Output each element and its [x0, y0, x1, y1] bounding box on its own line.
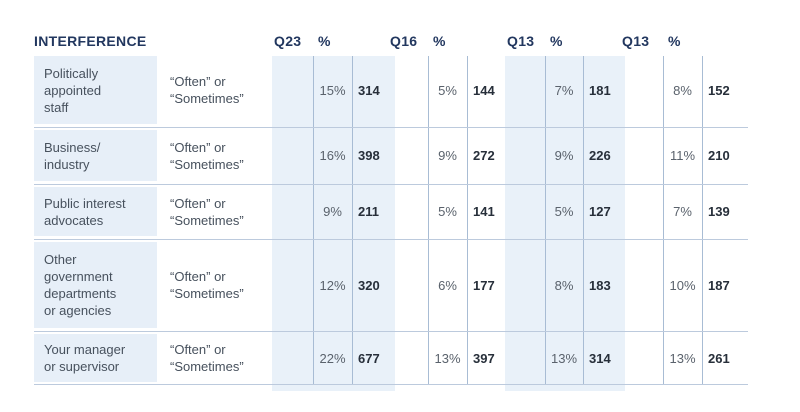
col-header-pct-2: % [433, 33, 446, 49]
pct-value: 13% [669, 350, 696, 366]
count-value: 397 [473, 350, 495, 366]
table-bottom-border [34, 384, 748, 385]
column-rule [583, 56, 584, 384]
shaded-band-q23 [272, 56, 395, 391]
column-rule [663, 56, 664, 384]
row-label: Politically appointed staff [34, 56, 157, 124]
pct-value: 15% [319, 82, 346, 98]
row-divider [34, 239, 748, 240]
pct-value: 16% [319, 148, 346, 163]
row-label: Your manager or supervisor [34, 334, 157, 382]
row-label: Business/ industry [34, 130, 157, 181]
table-row: Public interest advocates “Often” or “So… [34, 187, 748, 236]
count-value: 144 [473, 82, 495, 98]
pct-value: 9% [323, 204, 342, 219]
row-divider [34, 331, 748, 332]
count-value: 677 [358, 350, 380, 366]
col-header-pct-4: % [668, 33, 681, 49]
count-value: 211 [358, 204, 379, 219]
col-header-pct-1: % [318, 33, 331, 49]
pct-value: 12% [319, 277, 346, 293]
response-cell: “Often” or “Sometimes” [170, 342, 244, 374]
table-row: Politically appointed staff “Often” or “… [34, 56, 748, 124]
count-value: 183 [589, 277, 611, 293]
row-label: Other government departments or agencies [34, 242, 157, 328]
col-header-pct-3: % [550, 33, 563, 49]
column-rule [313, 56, 314, 384]
count-value: 177 [473, 277, 495, 293]
pct-value: 11% [669, 148, 696, 163]
pct-value: 5% [438, 204, 457, 219]
count-value: 314 [589, 350, 611, 366]
column-rule [702, 56, 703, 384]
row-divider [34, 127, 748, 128]
col-header-q23: Q23 [274, 33, 302, 49]
count-value: 181 [589, 82, 611, 98]
row-label: Public interest advocates [34, 187, 157, 236]
pct-value: 13% [550, 350, 578, 366]
shaded-band-q13-first [505, 56, 625, 391]
column-rule [467, 56, 468, 384]
pct-value: 8% [554, 277, 574, 293]
response-cell: “Often” or “Sometimes” [170, 269, 244, 301]
pct-value: 8% [673, 82, 692, 98]
pct-value: 13% [434, 350, 461, 366]
pct-value: 22% [319, 350, 346, 366]
count-value: 210 [708, 148, 730, 163]
col-header-q13-second: Q13 [622, 33, 650, 49]
count-value: 226 [589, 148, 611, 163]
column-rule [545, 56, 546, 384]
column-rule [428, 56, 429, 384]
table-row: Your manager or supervisor “Often” or “S… [34, 334, 748, 382]
pct-value: 10% [669, 277, 696, 293]
count-value: 261 [708, 350, 730, 366]
response-cell: “Often” or “Sometimes” [170, 74, 244, 106]
count-value: 187 [708, 277, 730, 293]
count-value: 141 [473, 204, 495, 219]
col-header-q16: Q16 [390, 33, 418, 49]
count-value: 152 [708, 82, 730, 98]
column-rule [352, 56, 353, 384]
table-row: Business/ industry “Often” or “Sometimes… [34, 130, 748, 181]
pct-value: 5% [554, 204, 574, 219]
table-row: Other government departments or agencies… [34, 242, 748, 328]
response-cell: “Often” or “Sometimes” [170, 195, 244, 228]
count-value: 127 [589, 204, 611, 219]
pct-value: 9% [438, 148, 457, 163]
row-divider [34, 184, 748, 185]
response-cell: “Often” or “Sometimes” [170, 139, 244, 172]
pct-value: 7% [554, 82, 574, 98]
count-value: 272 [473, 148, 495, 163]
count-value: 139 [708, 204, 730, 219]
count-value: 320 [358, 277, 380, 293]
count-value: 314 [358, 82, 380, 98]
pct-value: 7% [673, 204, 692, 219]
pct-value: 5% [438, 82, 457, 98]
col-header-q13-first: Q13 [507, 33, 535, 49]
pct-value: 6% [438, 277, 457, 293]
count-value: 398 [358, 148, 380, 163]
page-title: INTERFERENCE [34, 33, 147, 49]
pct-value: 9% [554, 148, 574, 163]
